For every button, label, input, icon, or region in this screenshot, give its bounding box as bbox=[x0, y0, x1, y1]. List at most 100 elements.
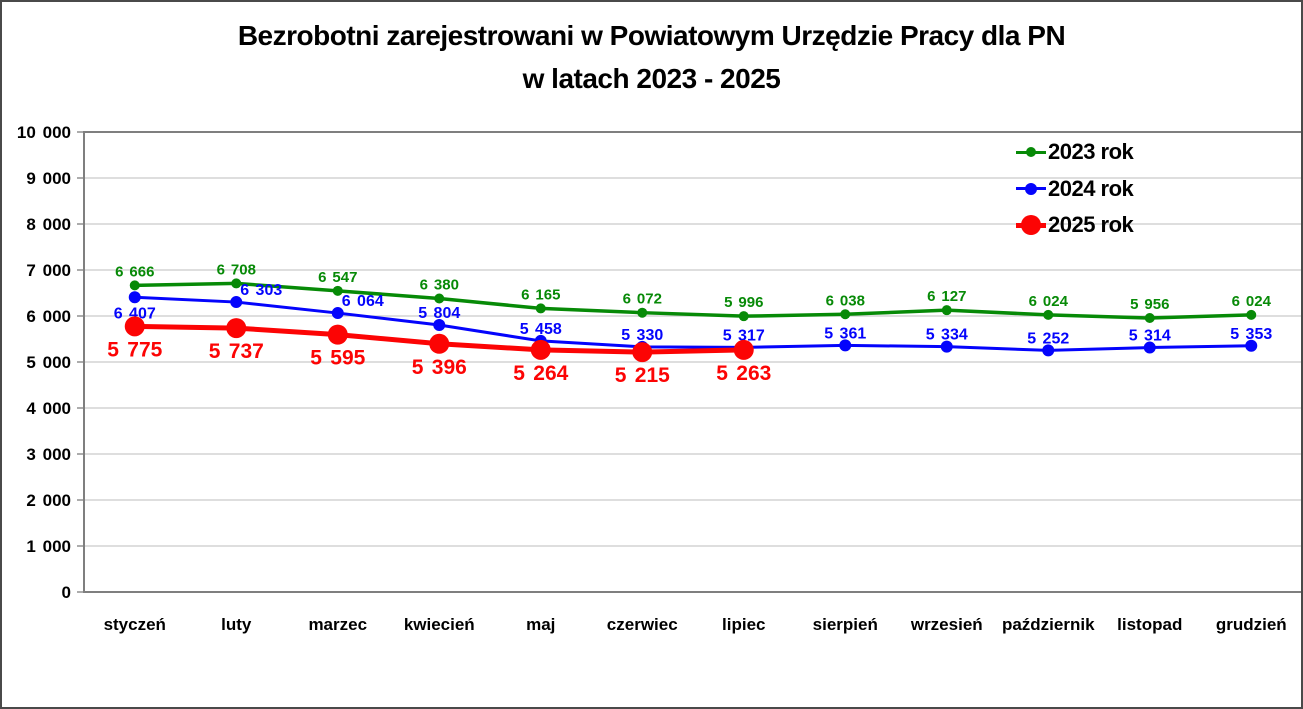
x-tick-label: styczeń bbox=[104, 615, 166, 634]
data-point bbox=[124, 316, 145, 337]
legend-label-2024: 2024 rok bbox=[1048, 175, 1134, 201]
x-tick-label: marzec bbox=[308, 615, 367, 634]
y-tick-label: 7 000 bbox=[26, 261, 71, 280]
data-label: 6 127 bbox=[927, 288, 966, 305]
data-point bbox=[1245, 339, 1258, 352]
data-point bbox=[840, 309, 851, 320]
data-point bbox=[1246, 309, 1257, 320]
data-point bbox=[1143, 341, 1156, 354]
chart-title: Bezrobotni zarejestrowani w Powiatowym U… bbox=[2, 14, 1301, 100]
data-label: 6 072 bbox=[623, 291, 662, 308]
data-point bbox=[429, 333, 450, 354]
data-label: 6 380 bbox=[420, 277, 459, 294]
plot-border bbox=[83, 131, 1301, 593]
data-point bbox=[1042, 344, 1055, 357]
data-label: 6 024 bbox=[1232, 293, 1272, 310]
data-point bbox=[940, 340, 953, 353]
legend-item-2024: 2024 rok bbox=[1016, 171, 1134, 208]
x-tick-label: maj bbox=[526, 615, 555, 634]
series-line-2024-rok bbox=[134, 295, 1252, 352]
data-point bbox=[1144, 313, 1155, 324]
data-point bbox=[637, 307, 648, 318]
y-tick-label: 3 000 bbox=[26, 445, 71, 464]
y-tick-label: 5 000 bbox=[26, 353, 71, 372]
data-label: 6 038 bbox=[826, 292, 865, 309]
x-tick-label: grudzień bbox=[1216, 615, 1287, 634]
y-tick-label: 4 000 bbox=[26, 399, 71, 418]
data-label: 5 458 bbox=[520, 321, 562, 338]
data-label: 5 317 bbox=[723, 327, 765, 344]
x-tick-label: kwiecień bbox=[404, 615, 475, 634]
data-point bbox=[1043, 309, 1054, 320]
data-point bbox=[434, 293, 445, 304]
data-label: 5 215 bbox=[615, 364, 670, 387]
data-point bbox=[230, 296, 243, 309]
y-tick-label: 1 000 bbox=[26, 537, 71, 556]
chart-title-line-1: Bezrobotni zarejestrowani w Powiatowym U… bbox=[237, 20, 1066, 51]
data-point bbox=[331, 307, 344, 320]
data-label: 6 165 bbox=[521, 286, 560, 303]
legend-item-2023: 2023 rok bbox=[1016, 134, 1134, 171]
chart-title-line-2: w latach 2023 - 2025 bbox=[522, 63, 781, 94]
data-label: 5 252 bbox=[1027, 330, 1069, 347]
legend-item-2025: 2025 rok bbox=[1016, 207, 1134, 244]
x-tick-label: lipiec bbox=[722, 615, 765, 634]
x-tick-label: październik bbox=[1002, 615, 1095, 634]
chart-legend: 2023 rok 2024 rok 2025 rok bbox=[1016, 134, 1134, 244]
data-label: 5 264 bbox=[513, 362, 568, 385]
y-tick-label: 8 000 bbox=[26, 215, 71, 234]
data-label: 5 314 bbox=[1129, 328, 1171, 345]
data-label: 5 353 bbox=[1230, 326, 1272, 343]
data-point bbox=[738, 311, 749, 322]
legend-label-2025: 2025 rok bbox=[1048, 212, 1134, 238]
data-point bbox=[332, 285, 343, 296]
legend-label-2023: 2023 rok bbox=[1048, 139, 1134, 165]
y-tick-label: 9 000 bbox=[26, 169, 71, 188]
x-tick-label: wrzesień bbox=[910, 615, 983, 634]
data-label: 6 024 bbox=[1029, 293, 1069, 310]
legend-marker-2023-icon bbox=[1016, 147, 1046, 158]
data-label: 5 804 bbox=[418, 305, 460, 322]
data-point bbox=[327, 324, 348, 345]
data-point bbox=[733, 339, 754, 360]
data-point bbox=[231, 278, 242, 289]
data-label: 6 064 bbox=[342, 293, 384, 310]
x-tick-label: czerwiec bbox=[607, 615, 678, 634]
legend-marker-2024-icon bbox=[1016, 182, 1046, 195]
data-label: 6 547 bbox=[318, 269, 357, 286]
data-label: 5 595 bbox=[310, 347, 365, 370]
y-tick-label: 2 000 bbox=[26, 491, 71, 510]
data-label: 5 361 bbox=[824, 325, 866, 342]
data-point bbox=[128, 291, 141, 304]
data-label: 5 956 bbox=[1130, 296, 1169, 313]
data-point bbox=[530, 339, 551, 360]
legend-marker-2025-icon bbox=[1016, 215, 1046, 236]
data-label: 6 407 bbox=[114, 305, 156, 322]
x-tick-label: listopad bbox=[1117, 615, 1182, 634]
data-point bbox=[839, 339, 852, 352]
data-label: 6 666 bbox=[115, 263, 154, 280]
series-line-2023-rok bbox=[134, 281, 1252, 320]
y-tick-label: 6 000 bbox=[26, 307, 71, 326]
x-tick-label: sierpień bbox=[813, 615, 878, 634]
data-point bbox=[632, 342, 653, 363]
y-tick-label: 0 bbox=[62, 583, 71, 602]
data-label: 5 263 bbox=[716, 362, 771, 385]
data-label: 5 396 bbox=[412, 356, 467, 379]
data-label: 5 737 bbox=[209, 340, 264, 363]
data-point bbox=[941, 305, 952, 316]
data-label: 5 996 bbox=[724, 294, 763, 311]
data-point bbox=[433, 319, 446, 332]
data-point bbox=[129, 280, 140, 291]
data-label: 5 330 bbox=[621, 327, 663, 344]
x-tick-label: luty bbox=[221, 615, 252, 634]
data-point bbox=[535, 303, 546, 314]
y-tick-label: 10 000 bbox=[17, 123, 71, 142]
data-label: 5 334 bbox=[926, 327, 968, 344]
data-label: 5 775 bbox=[107, 338, 162, 361]
data-label: 6 708 bbox=[217, 261, 256, 278]
data-label: 6 303 bbox=[240, 282, 282, 299]
data-point bbox=[226, 318, 247, 339]
